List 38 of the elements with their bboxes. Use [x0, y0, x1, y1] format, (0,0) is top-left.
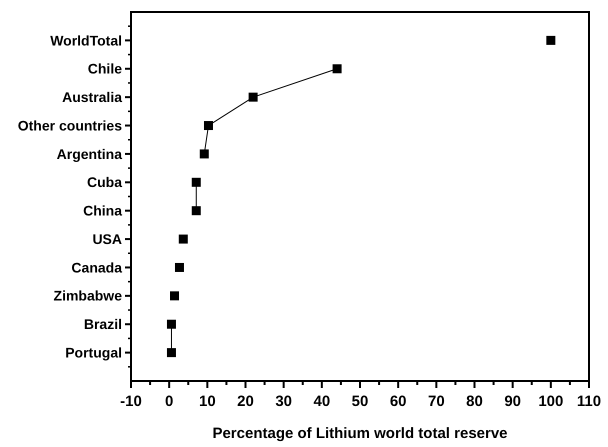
x-tick-label: 0: [164, 393, 174, 410]
point: [192, 206, 201, 216]
x-tick-label: 90: [504, 393, 522, 410]
x-tick-label: 30: [275, 393, 292, 410]
point: [166, 348, 176, 358]
y-tick-label: Canada: [71, 259, 122, 276]
y-tick-label: Argentina: [56, 146, 122, 162]
y-tick-label: USA: [92, 230, 122, 247]
point: [166, 320, 176, 329]
x-tick-label: 110: [576, 393, 602, 410]
point: [248, 92, 258, 102]
y-tick-label: Portugal: [65, 344, 122, 361]
x-tick-label: 100: [538, 393, 564, 410]
x-tick-label: 80: [466, 393, 483, 410]
y-tick-label: Other countries: [18, 117, 122, 134]
y-tick-label: WorldTotal: [50, 32, 122, 48]
x-axis-title: Percentage of Lithium world total reserve: [212, 425, 508, 442]
point: [192, 178, 201, 187]
y-tick-label: Australia: [62, 89, 122, 106]
x-tick-label: -10: [120, 393, 142, 410]
y-tick-label: Chile: [88, 60, 122, 77]
point: [174, 262, 184, 272]
point: [204, 121, 213, 130]
y-tick-label: Cuba: [87, 174, 122, 190]
point: [178, 234, 188, 244]
x-tick-label: 20: [237, 393, 254, 410]
y-tick-label: Zimbabwe: [54, 288, 122, 304]
x-tick-label: 40: [313, 393, 330, 410]
x-tick-label: 70: [428, 393, 445, 410]
point: [170, 291, 180, 300]
x-tick-label: 50: [352, 393, 368, 410]
x-tick-label: 60: [390, 393, 407, 410]
y-tick-label: China: [83, 202, 122, 219]
x-tick-label: 10: [198, 393, 216, 410]
point: [200, 149, 209, 158]
y-tick-label: Brazil: [84, 316, 122, 332]
point: [332, 64, 342, 74]
point: [546, 36, 556, 45]
